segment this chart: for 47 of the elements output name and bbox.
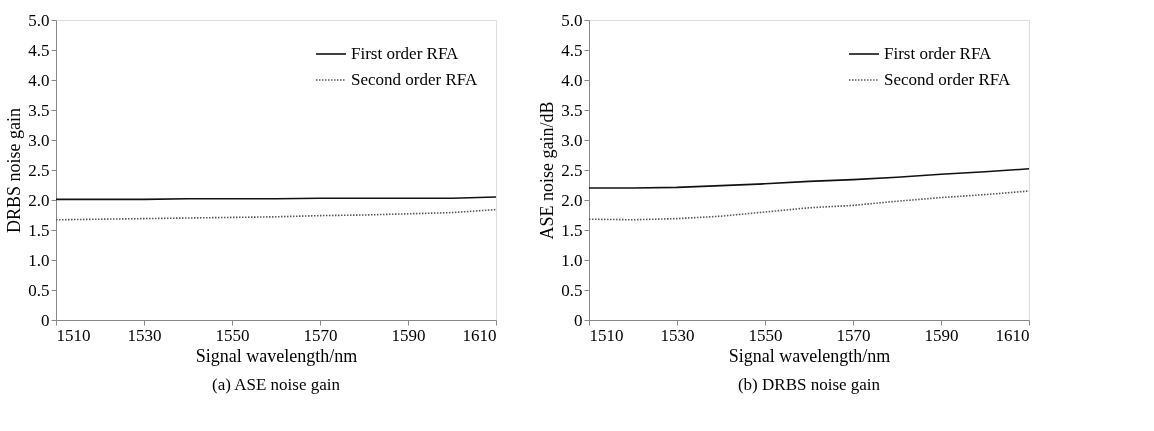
y-tick-label: 0 [41,310,50,330]
x-tick-label: 1550 [748,325,783,345]
y-tick-label: 1.0 [561,250,583,270]
y-tick-label: 2.0 [561,190,583,210]
y-tick-label: 4.5 [561,40,583,60]
line-series [588,190,1030,221]
legend-label: Second order RFA [351,70,478,89]
y-tick-label: 4.5 [28,40,50,60]
text: (a) ASE noise gain [212,375,341,394]
x-tick-label: 1590 [391,325,426,345]
y-tick-label: 4.0 [561,70,583,90]
y-tick-label: 3.5 [28,100,50,120]
y-axis-title: DRBS noise gain [4,107,25,234]
y-tick-label: 4.0 [28,70,50,90]
x-tick-label: 1570 [303,325,338,345]
line-series [55,208,497,221]
x-tick-label: 1530 [660,325,695,345]
legend-label: First order RFA [351,44,460,63]
x-tick-label: 1530 [127,325,162,345]
x-axis-title: Signal wavelength/nm [728,345,891,366]
legend-label: First order RFA [884,44,993,63]
y-tick-label: 0 [574,310,583,330]
x-tick-label: 1510 [589,325,624,345]
x-tick-label: 1610 [462,325,497,345]
y-tick-label: 2.5 [28,160,50,180]
legend-label: Second order RFA [884,70,1011,89]
y-tick-label: 3.0 [561,130,583,150]
x-tick-label: 1550 [215,325,250,345]
line-series [588,168,1030,189]
y-tick-label: 5.0 [561,10,583,30]
y-tick-label: 1.0 [28,250,50,270]
y-tick-label: 1.5 [561,220,583,240]
x-axis-title: Signal wavelength/nm [195,345,358,366]
x-tick-label: 1590 [924,325,959,345]
y-tick-label: 0.5 [28,280,50,300]
y-tick-label: 3.5 [561,100,583,120]
x-tick-label: 1610 [995,325,1030,345]
y-axis-title: ASE noise gain/dB [537,101,558,240]
y-tick-label: 2.5 [561,160,583,180]
y-tick-label: 1.5 [28,220,50,240]
y-tick-label: 5.0 [28,10,50,30]
y-tick-label: 3.0 [28,130,50,150]
y-tick-label: 2.0 [28,190,50,210]
y-tick-label: 0.5 [561,280,583,300]
x-tick-label: 1570 [836,325,871,345]
text: (b) DRBS noise gain [737,375,881,394]
x-tick-label: 1510 [56,325,91,345]
